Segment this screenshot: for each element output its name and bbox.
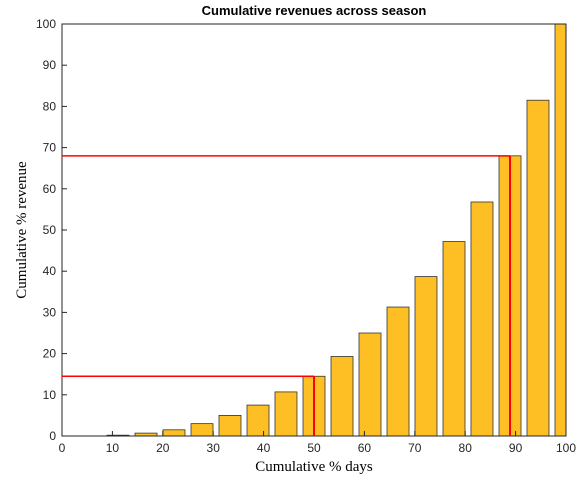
- x-tick-label: 40: [257, 441, 271, 455]
- bar: [330, 356, 354, 436]
- y-tick-label: 20: [43, 347, 57, 361]
- bar: [274, 391, 298, 436]
- x-tick-label: 20: [156, 441, 170, 455]
- bar: [162, 429, 186, 436]
- y-tick-label: 0: [49, 429, 56, 443]
- chart-title: Cumulative revenues across season: [202, 3, 427, 18]
- y-tick-label: 10: [43, 388, 57, 402]
- x-tick-label: 80: [459, 441, 473, 455]
- x-tick-label: 30: [207, 441, 221, 455]
- y-tick-label: 100: [36, 17, 56, 31]
- bar: [190, 423, 214, 436]
- y-tick-label: 40: [43, 264, 57, 278]
- y-tick-label: 80: [43, 99, 57, 113]
- x-tick-label: 70: [408, 441, 422, 455]
- bar: [554, 24, 566, 436]
- y-tick-label: 70: [43, 141, 57, 155]
- y-tick-label: 30: [43, 305, 57, 319]
- x-tick-label: 60: [358, 441, 372, 455]
- x-tick-label: 50: [307, 441, 321, 455]
- bar: [358, 332, 382, 436]
- y-tick-label: 90: [43, 58, 57, 72]
- bar: [470, 201, 494, 436]
- bar: [526, 99, 550, 436]
- bar: [414, 276, 438, 436]
- bar: [218, 414, 242, 436]
- bar: [246, 404, 270, 436]
- bar: [442, 241, 466, 436]
- x-tick-label: 100: [556, 441, 576, 455]
- x-tick-label: 10: [106, 441, 120, 455]
- x-tick-label: 90: [509, 441, 523, 455]
- y-axis-label: Cumulative % revenue: [14, 161, 30, 299]
- x-axis-label: Cumulative % days: [255, 459, 373, 475]
- y-tick-label: 50: [43, 223, 57, 237]
- x-tick-label: 0: [59, 441, 66, 455]
- bar: [386, 306, 410, 436]
- y-tick-label: 60: [43, 182, 57, 196]
